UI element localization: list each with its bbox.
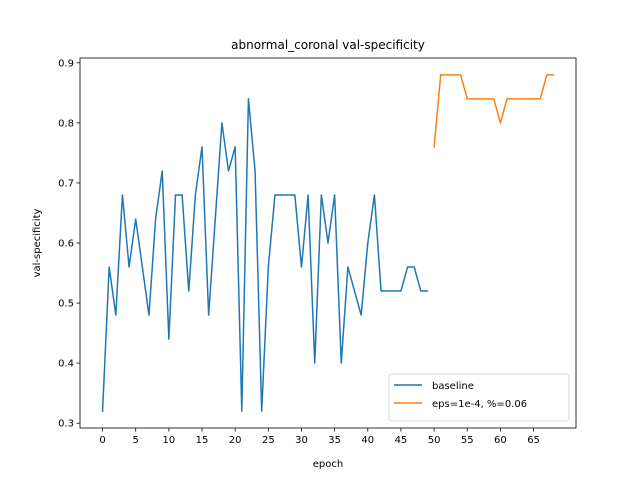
x-tick-label: 45	[395, 435, 408, 446]
y-axis-label: val-specificity	[32, 209, 43, 278]
y-tick-label: 0.7	[58, 178, 74, 189]
y-axis: 0.3 0.4 0.5 0.6 0.7 0.8 0.9	[58, 58, 80, 430]
y-tick-label: 0.5	[58, 299, 74, 310]
y-tick-label: 0.3	[58, 419, 74, 430]
series-line-1	[433, 74, 555, 148]
chart-title: abnormal_coronal val-specificity	[231, 38, 425, 52]
series-line-0	[101, 98, 429, 412]
x-tick-label: 20	[229, 435, 242, 446]
y-tick-label: 0.9	[58, 58, 74, 69]
x-tick-label: 15	[196, 435, 209, 446]
x-tick-label: 35	[328, 435, 341, 446]
plot-area	[101, 74, 555, 412]
x-tick-label: 55	[461, 435, 474, 446]
legend-label-0: baseline	[432, 381, 474, 392]
x-tick-label: 0	[99, 435, 105, 446]
y-tick-label: 0.4	[58, 359, 74, 370]
x-tick-label: 65	[527, 435, 540, 446]
x-axis-label: epoch	[313, 459, 343, 470]
x-tick-label: 25	[262, 435, 275, 446]
x-tick-label: 10	[162, 435, 175, 446]
x-axis: 0 5 10 15 20 25 30 35 40 45 50 55 60 65	[99, 428, 540, 446]
x-tick-label: 50	[428, 435, 441, 446]
plot-frame	[79, 57, 577, 429]
y-tick-label: 0.6	[58, 239, 74, 250]
y-tick-label: 0.8	[58, 118, 74, 129]
x-tick-label: 40	[361, 435, 374, 446]
x-tick-label: 5	[133, 435, 139, 446]
x-tick-label: 60	[494, 435, 507, 446]
x-tick-label: 30	[295, 435, 308, 446]
legend: baseline eps=1e-4, %=0.06	[388, 373, 570, 422]
legend-box	[388, 373, 570, 422]
legend-label-1: eps=1e-4, %=0.06	[432, 399, 527, 410]
